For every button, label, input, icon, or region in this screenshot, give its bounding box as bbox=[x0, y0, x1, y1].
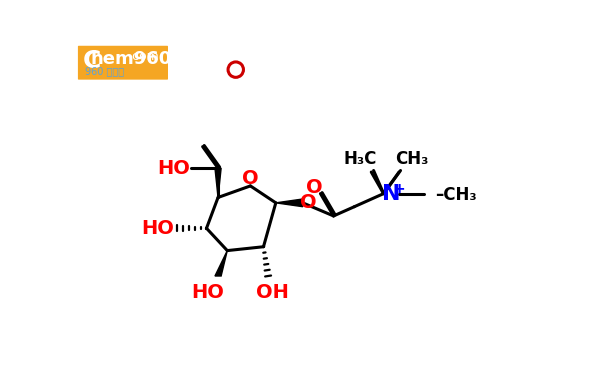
Text: CH₃: CH₃ bbox=[396, 150, 429, 168]
Text: +: + bbox=[394, 182, 405, 196]
Text: –CH₃: –CH₃ bbox=[435, 186, 477, 204]
Text: C: C bbox=[82, 49, 101, 73]
Text: O: O bbox=[306, 178, 322, 197]
Polygon shape bbox=[215, 168, 221, 198]
Text: N: N bbox=[382, 184, 401, 204]
Text: hem960: hem960 bbox=[90, 50, 171, 68]
Text: HO: HO bbox=[142, 219, 174, 238]
Text: OH: OH bbox=[255, 284, 289, 303]
Text: 960 化工网: 960 化工网 bbox=[85, 66, 124, 76]
Text: H₃C: H₃C bbox=[344, 150, 377, 168]
FancyBboxPatch shape bbox=[78, 46, 168, 80]
Text: HO: HO bbox=[192, 284, 224, 303]
Polygon shape bbox=[276, 199, 302, 207]
Text: HO: HO bbox=[157, 159, 190, 178]
Text: O: O bbox=[242, 169, 259, 188]
Text: .com: .com bbox=[129, 50, 160, 63]
Polygon shape bbox=[215, 251, 227, 276]
Text: O: O bbox=[300, 194, 316, 212]
